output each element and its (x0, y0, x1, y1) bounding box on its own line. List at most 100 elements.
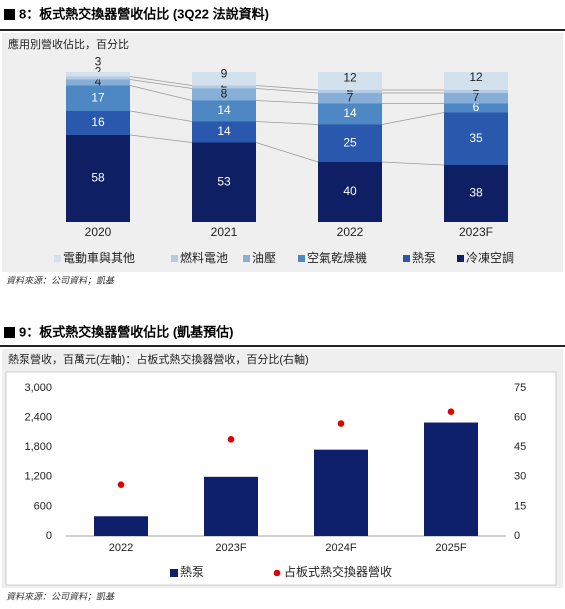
figure-subtitle: 應用別營收佔比，百分比 (8, 37, 129, 51)
data-label: 4 (95, 75, 102, 89)
title-icon (4, 9, 15, 20)
data-label: 14 (217, 124, 231, 138)
connector (255, 88, 319, 94)
y2-tick-label: 15 (514, 500, 526, 512)
data-label: 25 (343, 135, 357, 149)
connector (129, 79, 193, 89)
bar-segment (318, 103, 382, 125)
dot (117, 481, 125, 488)
data-label: 9 (221, 67, 228, 81)
bar-segment (192, 121, 256, 143)
x-tick-label: 2022 (337, 225, 364, 239)
data-label: 38 (469, 186, 483, 200)
connector (381, 112, 445, 125)
y-tick-label: 1,800 (24, 441, 52, 453)
bar-segment (444, 165, 508, 222)
legend-swatch (273, 569, 281, 577)
data-label: 14 (343, 106, 357, 120)
data-label: 16 (91, 115, 105, 129)
x-tick-label: 2021 (211, 225, 238, 239)
y-tick-label: 0 (46, 530, 52, 542)
connector (129, 76, 193, 86)
data-label: 12 (343, 70, 357, 84)
source-note: 資料來源：公司資料；凱基 (6, 275, 115, 285)
bar-segment (66, 72, 130, 77)
data-label: 14 (217, 103, 231, 117)
connector (255, 121, 319, 125)
dot (227, 436, 235, 443)
data-label: 3 (95, 55, 102, 69)
legend-label: 空氣乾燥機 (307, 250, 367, 265)
y-tick-label: 3,000 (24, 382, 52, 394)
bar-segment (444, 90, 508, 93)
data-label: 35 (469, 131, 483, 145)
legend-swatch (457, 255, 464, 262)
data-label: 12 (469, 70, 483, 84)
connector (129, 85, 193, 101)
y2-tick-label: 0 (514, 530, 520, 542)
data-label: 8 (221, 87, 228, 101)
bar-segment (192, 88, 256, 101)
legend-swatch (171, 255, 178, 262)
y2-tick-label: 45 (514, 441, 526, 453)
legend-swatch (243, 255, 250, 262)
y-tick-label: 1,200 (24, 471, 52, 483)
legend-label: 油壓 (252, 251, 276, 265)
x-tick-label: 2024F (325, 542, 356, 554)
bar-segment (444, 72, 508, 90)
data-label: 17 (91, 90, 105, 104)
figure-title: 9：板式熱交換器營收佔比 (凱基預估) (19, 324, 234, 339)
bar-segment (444, 93, 508, 104)
bar-segment (318, 72, 382, 90)
bar (204, 476, 258, 536)
bar (94, 516, 148, 536)
legend-label: 燃料電池 (180, 250, 228, 265)
legend-swatch (298, 255, 305, 262)
legend-label: 熱泵 (180, 565, 204, 579)
title-icon (4, 327, 15, 338)
bar (314, 449, 368, 536)
dot (447, 408, 455, 415)
bar-segment (318, 90, 382, 93)
data-label: 7 (347, 90, 354, 104)
bar-segment (66, 135, 130, 222)
legend-swatch (170, 569, 178, 577)
figure-title: 8：板式熱交換器營收佔比 (3Q22 法說資料) (19, 6, 269, 21)
bar-segment (192, 142, 256, 222)
source-note: 資料來源：公司資料；凱基 (6, 591, 115, 601)
x-tick-label: 2025F (435, 542, 466, 554)
legend-label: 熱泵 (412, 251, 436, 265)
y-tick-label: 600 (34, 500, 52, 512)
data-label: 2 (95, 65, 102, 79)
bar-segment (66, 79, 130, 86)
bar-segment (192, 85, 256, 89)
data-label: 53 (217, 174, 231, 188)
legend-label: 冷凍空調 (466, 251, 514, 265)
x-tick-label: 2023F (215, 542, 246, 554)
bar-segment (318, 162, 382, 222)
legend-swatch (54, 255, 61, 262)
x-tick-label: 2020 (85, 225, 112, 239)
connector (381, 161, 445, 166)
data-label: 58 (91, 171, 105, 185)
data-label: 6 (473, 100, 480, 114)
connector (255, 85, 319, 91)
connector (255, 142, 319, 163)
bar-segment (66, 76, 130, 80)
y2-tick-label: 60 (514, 412, 526, 424)
bar-segment (192, 72, 256, 86)
bar-segment (318, 93, 382, 104)
connector (129, 110, 193, 122)
y2-tick-label: 75 (514, 382, 526, 394)
figure-subtitle: 熱泵營收，百萬元(左軸)：占板式熱交換器營收，百分比(右軸) (8, 352, 309, 366)
connector (129, 134, 193, 143)
connector (255, 100, 319, 104)
data-label: 7 (473, 90, 480, 104)
data-label: 40 (343, 184, 357, 198)
bar-segment (444, 112, 508, 165)
legend-label: 占板式熱交換器營收 (284, 564, 392, 579)
y2-tick-label: 30 (514, 471, 526, 483)
bar-segment (66, 111, 130, 135)
bar-segment (192, 100, 256, 122)
